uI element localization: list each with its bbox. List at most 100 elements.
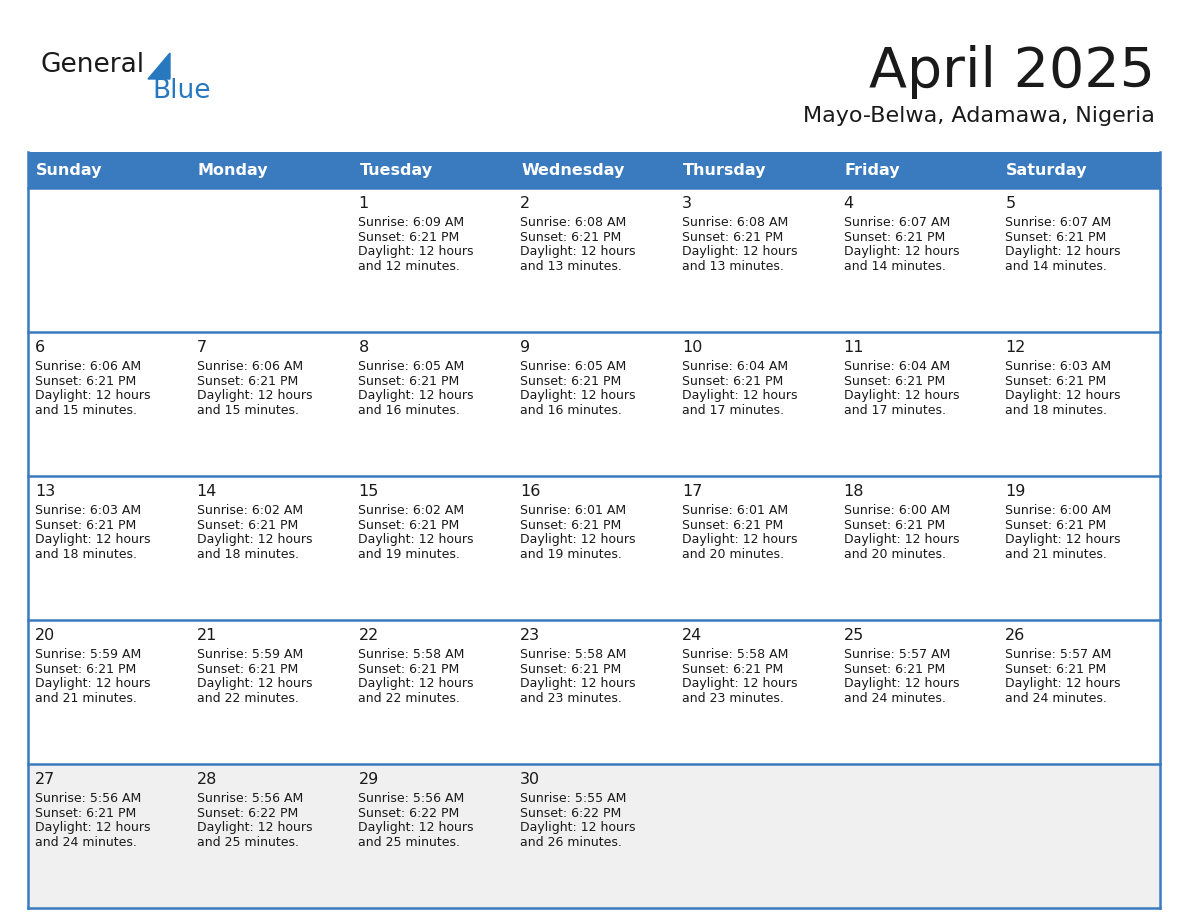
Text: Daylight: 12 hours: Daylight: 12 hours (520, 677, 636, 690)
Text: 6: 6 (34, 340, 45, 355)
Text: and 23 minutes.: and 23 minutes. (520, 692, 623, 705)
Text: Sunset: 6:22 PM: Sunset: 6:22 PM (520, 807, 621, 820)
Text: Daylight: 12 hours: Daylight: 12 hours (682, 677, 797, 690)
Text: Sunset: 6:21 PM: Sunset: 6:21 PM (197, 663, 298, 676)
Text: and 18 minutes.: and 18 minutes. (197, 548, 298, 561)
Text: Daylight: 12 hours: Daylight: 12 hours (1005, 389, 1120, 402)
Text: 21: 21 (197, 628, 217, 643)
Text: Daylight: 12 hours: Daylight: 12 hours (359, 822, 474, 834)
Text: Sunset: 6:21 PM: Sunset: 6:21 PM (359, 375, 460, 387)
Text: 18: 18 (843, 484, 864, 499)
Text: Daylight: 12 hours: Daylight: 12 hours (520, 389, 636, 402)
Bar (29, 764, 1159, 908)
Text: Sunrise: 6:03 AM: Sunrise: 6:03 AM (34, 504, 141, 518)
Text: and 13 minutes.: and 13 minutes. (520, 260, 623, 273)
Text: and 19 minutes.: and 19 minutes. (520, 548, 623, 561)
Text: Monday: Monday (197, 162, 268, 177)
Text: Sunset: 6:21 PM: Sunset: 6:21 PM (34, 807, 137, 820)
Text: Sunrise: 5:55 AM: Sunrise: 5:55 AM (520, 792, 626, 805)
Text: and 24 minutes.: and 24 minutes. (34, 835, 137, 849)
Text: and 14 minutes.: and 14 minutes. (843, 260, 946, 273)
Text: Sunset: 6:21 PM: Sunset: 6:21 PM (520, 519, 621, 532)
Text: Blue: Blue (152, 78, 210, 104)
Text: Sunrise: 5:57 AM: Sunrise: 5:57 AM (1005, 648, 1112, 661)
Text: Sunset: 6:21 PM: Sunset: 6:21 PM (359, 663, 460, 676)
Text: Sunset: 6:21 PM: Sunset: 6:21 PM (843, 519, 944, 532)
Text: 8: 8 (359, 340, 368, 355)
Text: Sunrise: 6:06 AM: Sunrise: 6:06 AM (197, 360, 303, 374)
Text: 23: 23 (520, 628, 541, 643)
Text: Sunrise: 6:07 AM: Sunrise: 6:07 AM (843, 217, 950, 230)
Text: 14: 14 (197, 484, 217, 499)
Text: and 20 minutes.: and 20 minutes. (843, 548, 946, 561)
Text: 24: 24 (682, 628, 702, 643)
Text: Sunset: 6:21 PM: Sunset: 6:21 PM (34, 519, 137, 532)
Text: Daylight: 12 hours: Daylight: 12 hours (359, 389, 474, 402)
Text: Daylight: 12 hours: Daylight: 12 hours (34, 677, 151, 690)
Text: Mayo-Belwa, Adamawa, Nigeria: Mayo-Belwa, Adamawa, Nigeria (803, 106, 1155, 126)
Text: and 19 minutes.: and 19 minutes. (359, 548, 460, 561)
Text: Daylight: 12 hours: Daylight: 12 hours (682, 533, 797, 546)
Text: 26: 26 (1005, 628, 1025, 643)
Text: Sunset: 6:22 PM: Sunset: 6:22 PM (197, 807, 298, 820)
Text: Daylight: 12 hours: Daylight: 12 hours (520, 245, 636, 258)
Text: Sunrise: 6:04 AM: Sunrise: 6:04 AM (682, 360, 788, 374)
Text: and 21 minutes.: and 21 minutes. (1005, 548, 1107, 561)
Bar (29, 332, 1159, 476)
Text: Daylight: 12 hours: Daylight: 12 hours (197, 822, 312, 834)
Bar (352, 152, 513, 188)
Text: Sunrise: 5:59 AM: Sunrise: 5:59 AM (197, 648, 303, 661)
Bar (836, 152, 998, 188)
Text: 7: 7 (197, 340, 207, 355)
Bar (675, 152, 836, 188)
Polygon shape (148, 53, 170, 79)
Text: 22: 22 (359, 628, 379, 643)
Text: Daylight: 12 hours: Daylight: 12 hours (682, 245, 797, 258)
Text: Daylight: 12 hours: Daylight: 12 hours (520, 533, 636, 546)
Text: 13: 13 (34, 484, 56, 499)
Text: Sunset: 6:21 PM: Sunset: 6:21 PM (520, 663, 621, 676)
Text: Sunset: 6:21 PM: Sunset: 6:21 PM (682, 375, 783, 387)
Text: Daylight: 12 hours: Daylight: 12 hours (197, 677, 312, 690)
Text: 12: 12 (1005, 340, 1025, 355)
Text: 10: 10 (682, 340, 702, 355)
Text: Sunrise: 6:04 AM: Sunrise: 6:04 AM (843, 360, 949, 374)
Text: April 2025: April 2025 (868, 45, 1155, 99)
Text: and 24 minutes.: and 24 minutes. (1005, 692, 1107, 705)
Text: Sunset: 6:21 PM: Sunset: 6:21 PM (34, 375, 137, 387)
Text: and 24 minutes.: and 24 minutes. (843, 692, 946, 705)
Text: Wednesday: Wednesday (522, 162, 625, 177)
Text: and 21 minutes.: and 21 minutes. (34, 692, 137, 705)
Text: Daylight: 12 hours: Daylight: 12 hours (197, 389, 312, 402)
Text: Sunset: 6:21 PM: Sunset: 6:21 PM (520, 230, 621, 244)
Text: and 18 minutes.: and 18 minutes. (1005, 404, 1107, 417)
Text: Sunset: 6:21 PM: Sunset: 6:21 PM (359, 230, 460, 244)
Text: 9: 9 (520, 340, 530, 355)
Text: Sunset: 6:21 PM: Sunset: 6:21 PM (197, 375, 298, 387)
Bar (29, 188, 1159, 332)
Text: Sunrise: 6:05 AM: Sunrise: 6:05 AM (520, 360, 626, 374)
Bar (29, 476, 1159, 620)
Text: and 15 minutes.: and 15 minutes. (34, 404, 137, 417)
Text: 1: 1 (359, 196, 368, 211)
Text: and 16 minutes.: and 16 minutes. (520, 404, 623, 417)
Text: Daylight: 12 hours: Daylight: 12 hours (1005, 245, 1120, 258)
Text: Sunset: 6:21 PM: Sunset: 6:21 PM (197, 519, 298, 532)
Text: 20: 20 (34, 628, 56, 643)
Text: Sunrise: 5:56 AM: Sunrise: 5:56 AM (34, 792, 141, 805)
Text: and 25 minutes.: and 25 minutes. (359, 835, 461, 849)
Text: Sunset: 6:21 PM: Sunset: 6:21 PM (843, 230, 944, 244)
Text: Sunrise: 6:07 AM: Sunrise: 6:07 AM (1005, 217, 1112, 230)
Text: and 12 minutes.: and 12 minutes. (359, 260, 460, 273)
Bar (29, 620, 1159, 764)
Text: Sunrise: 5:57 AM: Sunrise: 5:57 AM (843, 648, 950, 661)
Text: Daylight: 12 hours: Daylight: 12 hours (843, 389, 959, 402)
Text: Sunset: 6:21 PM: Sunset: 6:21 PM (520, 375, 621, 387)
Text: Sunset: 6:21 PM: Sunset: 6:21 PM (1005, 230, 1106, 244)
Text: and 14 minutes.: and 14 minutes. (1005, 260, 1107, 273)
Text: Sunset: 6:21 PM: Sunset: 6:21 PM (843, 663, 944, 676)
Text: 17: 17 (682, 484, 702, 499)
Text: 11: 11 (843, 340, 864, 355)
Text: 19: 19 (1005, 484, 1025, 499)
Text: Sunrise: 5:58 AM: Sunrise: 5:58 AM (520, 648, 626, 661)
